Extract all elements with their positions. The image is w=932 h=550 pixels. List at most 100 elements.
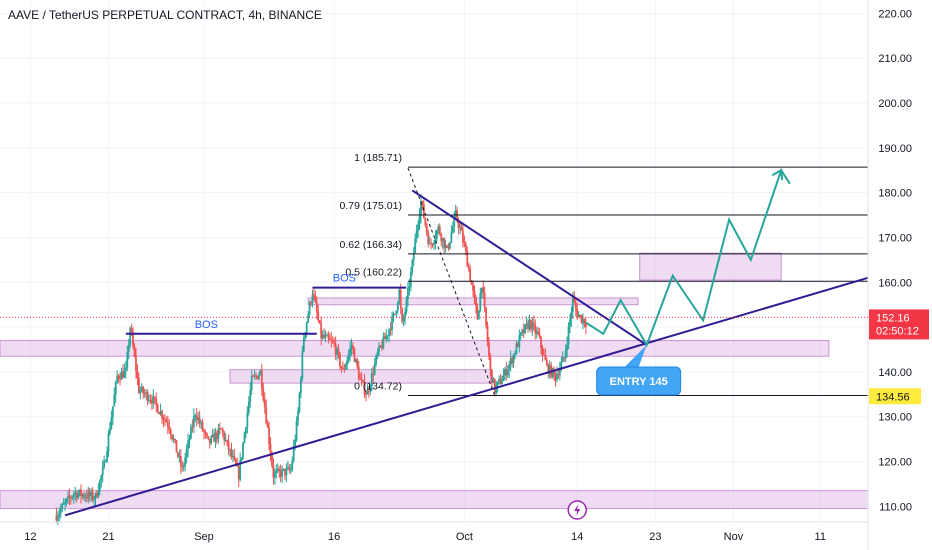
candle-body <box>378 345 380 352</box>
candle-body <box>527 323 529 330</box>
support-zone[interactable] <box>639 252 782 281</box>
candle-body <box>284 468 286 476</box>
candle-body <box>143 393 146 395</box>
countdown-label: 02:50:12 <box>876 325 919 337</box>
candle-body <box>103 461 106 468</box>
candle-body <box>85 497 88 499</box>
candle-body <box>538 333 541 338</box>
price-tick-label: 140.00 <box>878 367 912 379</box>
candle-body <box>195 415 198 420</box>
candle-body <box>475 297 477 307</box>
candle-body <box>544 354 547 361</box>
support-zone[interactable] <box>0 340 830 357</box>
trendline[interactable] <box>411 189 648 346</box>
candle-body <box>117 375 120 379</box>
candle-body <box>75 492 78 499</box>
candle-body <box>470 280 473 285</box>
time-tick-label: 16 <box>328 531 340 543</box>
candle-body <box>255 375 257 377</box>
level-price-label: 134.56 <box>876 391 910 403</box>
candle-body <box>577 314 580 318</box>
candle-body <box>557 374 560 376</box>
candle-body <box>482 287 485 293</box>
candle-body <box>519 332 522 336</box>
candle-body <box>407 288 409 299</box>
candle-body <box>110 417 113 429</box>
candle-body <box>230 449 233 457</box>
candle-body <box>438 226 441 235</box>
candle-body <box>64 502 66 504</box>
candle-body <box>282 468 285 470</box>
candle-body <box>318 320 321 324</box>
candle-body <box>370 373 373 387</box>
candle-body <box>135 356 137 371</box>
entry-callout[interactable] <box>596 366 682 396</box>
trendline[interactable] <box>64 276 869 517</box>
candle-body <box>246 412 249 428</box>
time-tick-label: Oct <box>456 531 473 543</box>
candle-body <box>382 336 385 349</box>
candle-body <box>155 398 158 405</box>
candle-body <box>116 375 119 383</box>
candle-body <box>569 319 571 327</box>
candle-body <box>232 456 234 458</box>
candle-body <box>140 387 143 391</box>
fib-diagonal[interactable] <box>407 167 496 396</box>
candle-body <box>363 381 366 395</box>
candle-body <box>182 465 185 468</box>
price-tick-label: 130.00 <box>878 412 912 424</box>
candle-body <box>220 428 223 430</box>
candle-body <box>265 407 268 423</box>
candle-body <box>451 226 454 233</box>
candle-body <box>247 401 250 413</box>
candle-body <box>194 415 197 417</box>
candle-body <box>327 335 330 339</box>
candle-body <box>191 426 194 428</box>
projection-path[interactable] <box>585 168 791 348</box>
candle-body <box>142 387 145 394</box>
candle-body <box>59 509 62 514</box>
candle-body <box>308 302 311 315</box>
candle-body <box>165 419 168 423</box>
candle-body <box>271 454 273 466</box>
candle-body <box>229 449 231 451</box>
candle-body <box>149 399 152 401</box>
candle-body <box>124 367 127 371</box>
fibonacci-retracement[interactable]: 1 (185.71) 0.79 (175.01) 0.62 (166.34) 0.5 … <box>339 152 868 397</box>
candle-body <box>84 497 87 499</box>
candle-body <box>256 375 259 379</box>
candle-body <box>314 295 317 303</box>
candle-body <box>260 370 263 389</box>
candle-body <box>172 439 175 441</box>
candle-body <box>298 392 301 412</box>
candle-body <box>347 353 350 360</box>
candle-body <box>350 345 353 349</box>
candle-body <box>153 396 156 399</box>
candle-body <box>185 449 188 458</box>
candle-body <box>537 331 540 334</box>
candle-body <box>514 353 516 355</box>
candle-body <box>540 337 542 348</box>
candle-body <box>386 335 389 337</box>
candle-body <box>389 329 392 331</box>
candle-body <box>130 328 133 334</box>
candle-body <box>129 328 132 345</box>
support-zone[interactable] <box>307 297 639 306</box>
projection-line[interactable] <box>585 168 791 348</box>
drawing-lines[interactable]: BOS BOS <box>64 189 869 517</box>
candle-body <box>71 496 74 498</box>
candle-body <box>278 468 281 472</box>
price-tick-label: 110.00 <box>879 501 912 513</box>
price-axis[interactable]: 220.00 210.00 200.00 190.00 180.00 170.00 160.… <box>867 0 929 550</box>
time-tick-label: 23 <box>649 531 661 543</box>
time-tick-label: 11 <box>815 531 826 543</box>
support-zone[interactable] <box>0 490 869 510</box>
candle-body <box>226 439 229 441</box>
candle-body <box>433 242 435 245</box>
candle-body <box>321 334 324 339</box>
time-axis[interactable]: 12 21 Sep 16 Oct 14 23 Nov 11 <box>0 521 868 543</box>
candle-body <box>302 337 305 352</box>
candle-body <box>446 245 448 247</box>
candle-body <box>156 404 159 413</box>
